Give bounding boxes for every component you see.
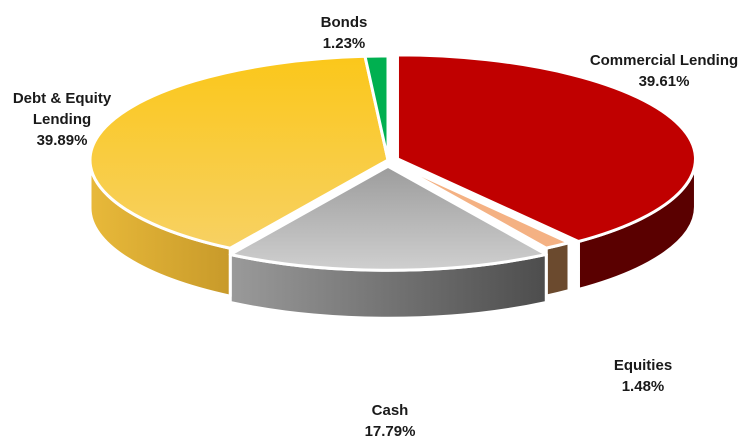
label-commercial-lending-value: 39.61% [638,73,690,90]
label-commercial-lending: Commercial Lending 39.61% [584,50,743,92]
slice-cash [228,164,548,272]
label-bonds-value: 1.23% [322,35,366,52]
slice-commercial-lending [395,53,697,243]
label-bonds: Bonds 1.23% [302,12,386,54]
label-equities: Equities 1.48% [598,355,688,397]
label-debt-equity-lending-name: Debt & Equity Lending [12,90,112,128]
label-debt-equity-lending-value: 39.89% [36,132,88,149]
slice-bonds [363,54,390,162]
slice-debt-equity-lending [88,54,390,250]
slice-equities [386,158,571,250]
slice-side-equities [544,241,571,298]
label-equities-value: 1.48% [621,378,665,395]
label-cash-name: Cash [371,402,409,419]
label-debt-equity-lending: Debt & Equity Lending 39.89% [2,88,122,151]
label-commercial-lending-name: Commercial Lending [589,52,739,69]
label-cash: Cash 17.79% [350,400,430,442]
label-cash-value: 17.79% [364,423,416,440]
label-bonds-name: Bonds [320,14,368,31]
label-equities-name: Equities [613,357,673,374]
